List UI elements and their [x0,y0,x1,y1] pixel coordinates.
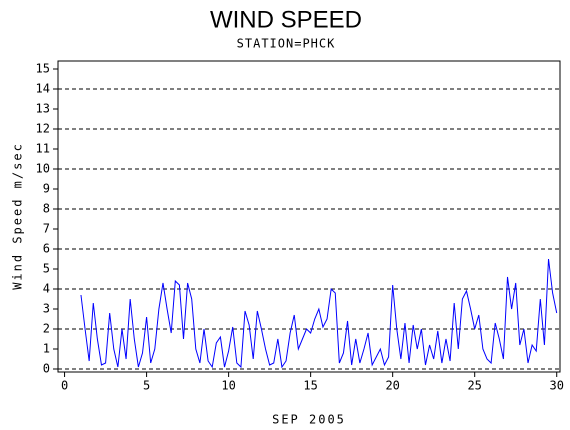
y-tick-label: 14 [36,82,50,96]
x-tick-label: 30 [549,379,563,393]
y-tick-label: 2 [43,322,50,336]
y-tick-label: 6 [43,242,50,256]
y-tick-label: 7 [43,222,50,236]
y-axis-label: Wind Speed m/sec [11,142,25,290]
y-tick-label: 3 [43,302,50,316]
y-tick-label: 1 [43,342,50,356]
x-tick-label: 5 [143,379,150,393]
chart-title: WIND SPEED [210,6,362,33]
y-tick-label: 9 [43,182,50,196]
x-tick-label: 10 [221,379,235,393]
y-tick-label: 10 [36,162,50,176]
y-tick-label: 15 [36,62,50,76]
chart-subtitle: STATION=PHCK [237,37,336,51]
x-tick-label: 15 [303,379,317,393]
x-axis-label: SEP 2005 [272,413,346,427]
x-tick-label: 0 [61,379,68,393]
x-tick-label: 20 [385,379,399,393]
y-tick-label: 0 [43,362,50,376]
y-tick-label: 5 [43,262,50,276]
y-tick-label: 4 [43,282,50,296]
y-tick-label: 13 [36,102,50,116]
plot-frame [57,60,561,373]
y-tick-label: 8 [43,202,50,216]
y-tick-label: 11 [36,142,50,156]
y-tick-label: 12 [36,122,50,136]
data-line [80,258,558,369]
x-tick-label: 25 [467,379,481,393]
